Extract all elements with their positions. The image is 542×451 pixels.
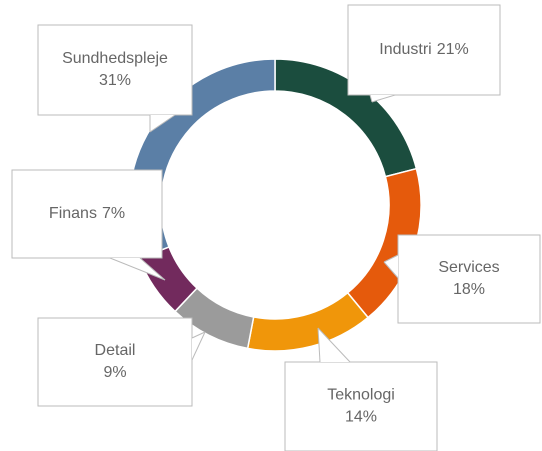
- callout: Services 18%: [383, 234, 541, 324]
- value-label: 7%: [102, 205, 125, 222]
- callout: Finans 7%: [11, 169, 166, 281]
- pointer-edge: [191, 331, 206, 339]
- callout: Detail 9%: [37, 317, 206, 407]
- pointer-edge: [149, 114, 176, 133]
- value-label: 21%: [437, 41, 469, 58]
- callout: Sundhedspleje 31%: [37, 24, 193, 133]
- value-label: 18%: [453, 281, 485, 298]
- category-label: Detail: [95, 342, 136, 359]
- slice: [246, 291, 370, 352]
- pointer-edge: [139, 257, 166, 281]
- callout: Industri 21%: [347, 4, 501, 103]
- callout-box: [284, 361, 438, 451]
- category-label: Finans: [49, 205, 97, 222]
- pointer-edge: [191, 331, 206, 361]
- value-label: 9%: [103, 364, 126, 381]
- callout-box: [11, 169, 163, 259]
- callout-box: [37, 24, 193, 116]
- value-label: 31%: [99, 72, 131, 89]
- category-label: Sundhedspleje: [62, 50, 168, 67]
- callout-box: [397, 234, 541, 324]
- callout-label: Finans 7%: [49, 205, 125, 222]
- pointer-edge: [317, 327, 351, 363]
- pointer-edge: [383, 261, 399, 279]
- pointer-edge: [383, 254, 399, 263]
- category-label: Services: [438, 259, 499, 276]
- pointer-edge: [109, 257, 166, 281]
- callout-box: [347, 4, 501, 96]
- callout: Teknologi 14%: [284, 327, 438, 451]
- pointer-edge: [371, 94, 396, 103]
- value-label: 14%: [345, 409, 377, 426]
- pointer-edge: [369, 94, 373, 103]
- category-label: Teknologi: [327, 387, 395, 404]
- callout-label: Industri 21%: [379, 41, 469, 58]
- category-label: Industri: [379, 41, 431, 58]
- callout-box: [37, 317, 193, 407]
- pointer-edge: [317, 327, 321, 363]
